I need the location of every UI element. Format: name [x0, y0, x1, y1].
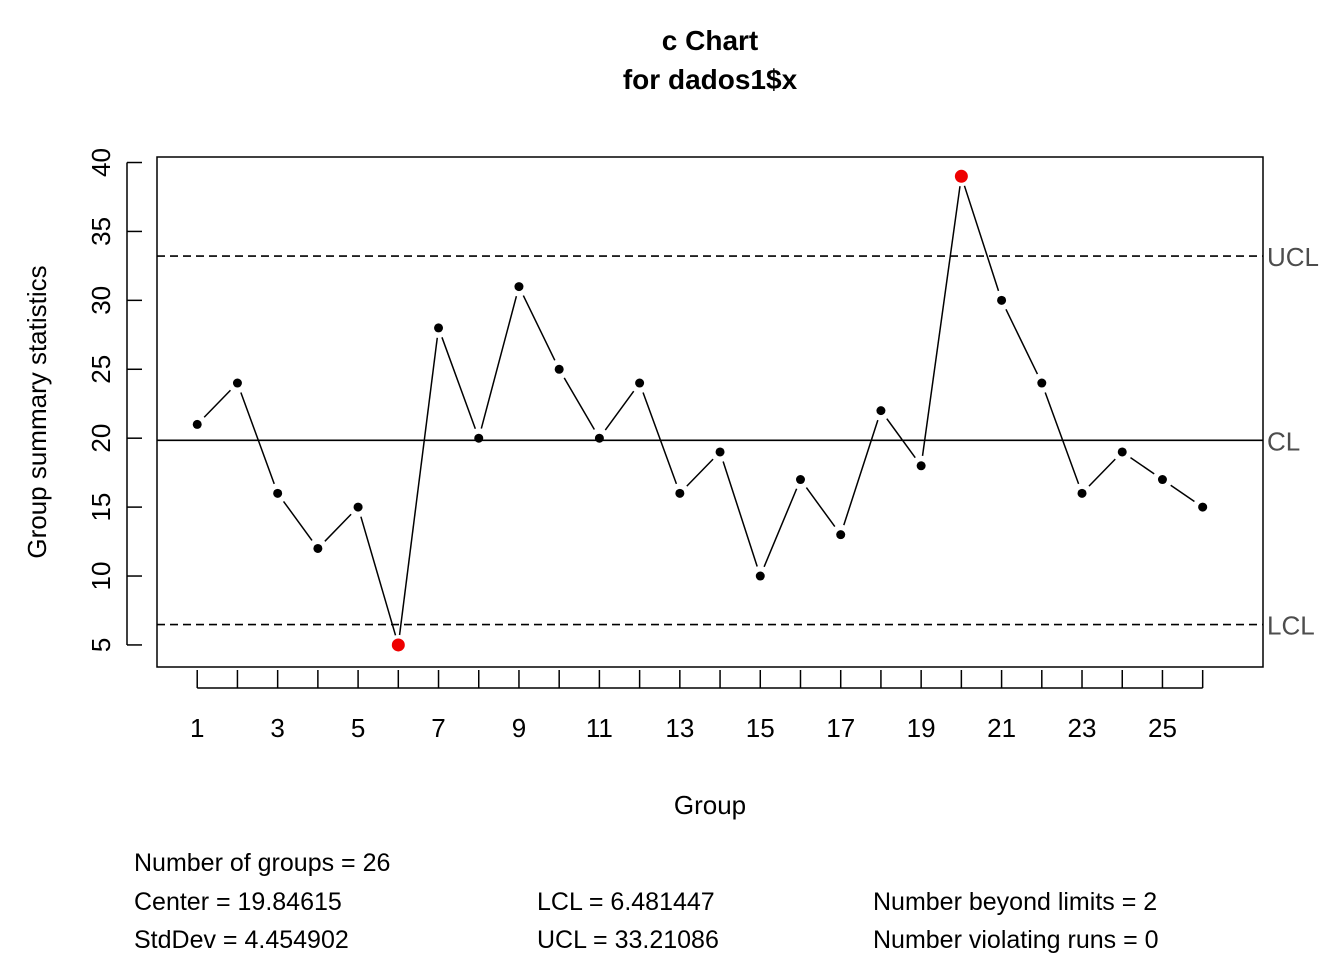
series-segment	[1088, 458, 1116, 487]
data-point	[353, 502, 363, 512]
x-tick-label: 25	[1148, 713, 1177, 743]
series-segment	[324, 513, 352, 542]
x-tick-label: 19	[907, 713, 936, 743]
y-tick-label: 15	[86, 493, 116, 522]
series-segment	[604, 390, 635, 431]
data-point	[1157, 475, 1167, 485]
series-segment	[1005, 309, 1039, 375]
series-segment	[441, 337, 477, 430]
series-segment	[722, 461, 758, 567]
cl-label: CL	[1267, 426, 1300, 456]
data-point	[715, 447, 725, 457]
lcl-label: LCL	[1267, 611, 1315, 641]
series-segment	[921, 186, 961, 456]
control-limits	[157, 255, 1263, 626]
series-segment	[963, 185, 1000, 292]
y-axis-title: Group summary statistics	[22, 265, 52, 558]
ucl-label: UCL	[1267, 242, 1319, 272]
data-point	[434, 323, 444, 333]
stat-ucl: UCL = 33.21086	[537, 926, 719, 954]
x-tick-label: 9	[512, 713, 526, 743]
series-segment	[805, 487, 836, 528]
stat-center: Center = 19.84615	[134, 888, 342, 916]
y-tick-label: 5	[86, 638, 116, 652]
data-point	[1037, 378, 1047, 388]
series-segment	[240, 392, 275, 485]
series-segment	[642, 392, 678, 485]
plot-frame	[156, 156, 1264, 668]
data-point	[474, 433, 484, 443]
data-point	[273, 488, 283, 498]
x-tick-label: 5	[351, 713, 365, 743]
data-point	[1077, 488, 1087, 498]
series-segment	[480, 296, 518, 429]
x-tick-label: 23	[1068, 713, 1097, 743]
series-segment	[203, 389, 232, 418]
y-tick-label: 30	[86, 286, 116, 315]
data-point	[795, 475, 805, 485]
data-point	[755, 571, 765, 581]
data-point	[554, 364, 564, 374]
series-segment	[522, 295, 556, 361]
stat-number-of-groups: Number of groups = 26	[134, 849, 390, 877]
data-point	[675, 488, 685, 498]
stat-stddev: StdDev = 4.454902	[134, 926, 349, 954]
data-point	[232, 378, 242, 388]
data-point	[997, 295, 1007, 305]
violation-point	[954, 169, 968, 183]
x-tick-label: 7	[431, 713, 445, 743]
series-segment	[360, 516, 397, 636]
data-point	[916, 461, 926, 471]
x-tick-label: 15	[746, 713, 775, 743]
data-point	[1117, 447, 1127, 457]
chart-subtitle: for dados1$x	[623, 64, 798, 95]
data-point	[876, 406, 886, 416]
series-segment	[1044, 392, 1080, 485]
y-tick-label: 20	[86, 424, 116, 453]
data-point	[313, 543, 323, 553]
data-point	[594, 433, 604, 443]
series-segment	[563, 377, 596, 430]
y-tick-label: 35	[86, 217, 116, 246]
series-segment	[282, 500, 313, 541]
x-tick-label: 11	[586, 713, 613, 743]
x-tick-label: 3	[270, 713, 284, 743]
data-point	[836, 530, 846, 540]
y-tick-label: 25	[86, 355, 116, 384]
violation-point	[391, 638, 405, 652]
data-point	[192, 419, 202, 429]
stat-number-violating-runs: Number violating runs = 0	[873, 926, 1159, 954]
stat-number-beyond-limits: Number beyond limits = 2	[873, 888, 1157, 916]
chart-title: c Chart	[662, 25, 758, 56]
x-axis: 1 3 5 7 9 11 13 15 17 19 21 23 25	[190, 670, 1204, 743]
series-segment	[398, 337, 439, 636]
data-point	[1198, 502, 1208, 512]
x-tick-label: 1	[190, 713, 204, 743]
stat-lcl: LCL = 6.481447	[537, 888, 715, 916]
x-tick-label: 17	[826, 713, 855, 743]
series-segment	[763, 488, 798, 568]
x-tick-label: 21	[987, 713, 1016, 743]
data-series	[192, 169, 1208, 652]
series-segment	[1130, 457, 1155, 475]
series-segment	[843, 419, 879, 526]
y-tick-label: 40	[86, 148, 116, 177]
y-tick-label: 10	[86, 562, 116, 591]
series-segment	[1170, 484, 1195, 503]
series-segment	[886, 418, 916, 459]
data-point	[635, 378, 645, 388]
x-axis-title: Group	[674, 790, 746, 820]
x-tick-label: 13	[665, 713, 694, 743]
y-axis: 5 10 15 20 25 30 35 40	[86, 148, 142, 652]
data-point	[514, 282, 524, 292]
series-segment	[686, 458, 714, 487]
